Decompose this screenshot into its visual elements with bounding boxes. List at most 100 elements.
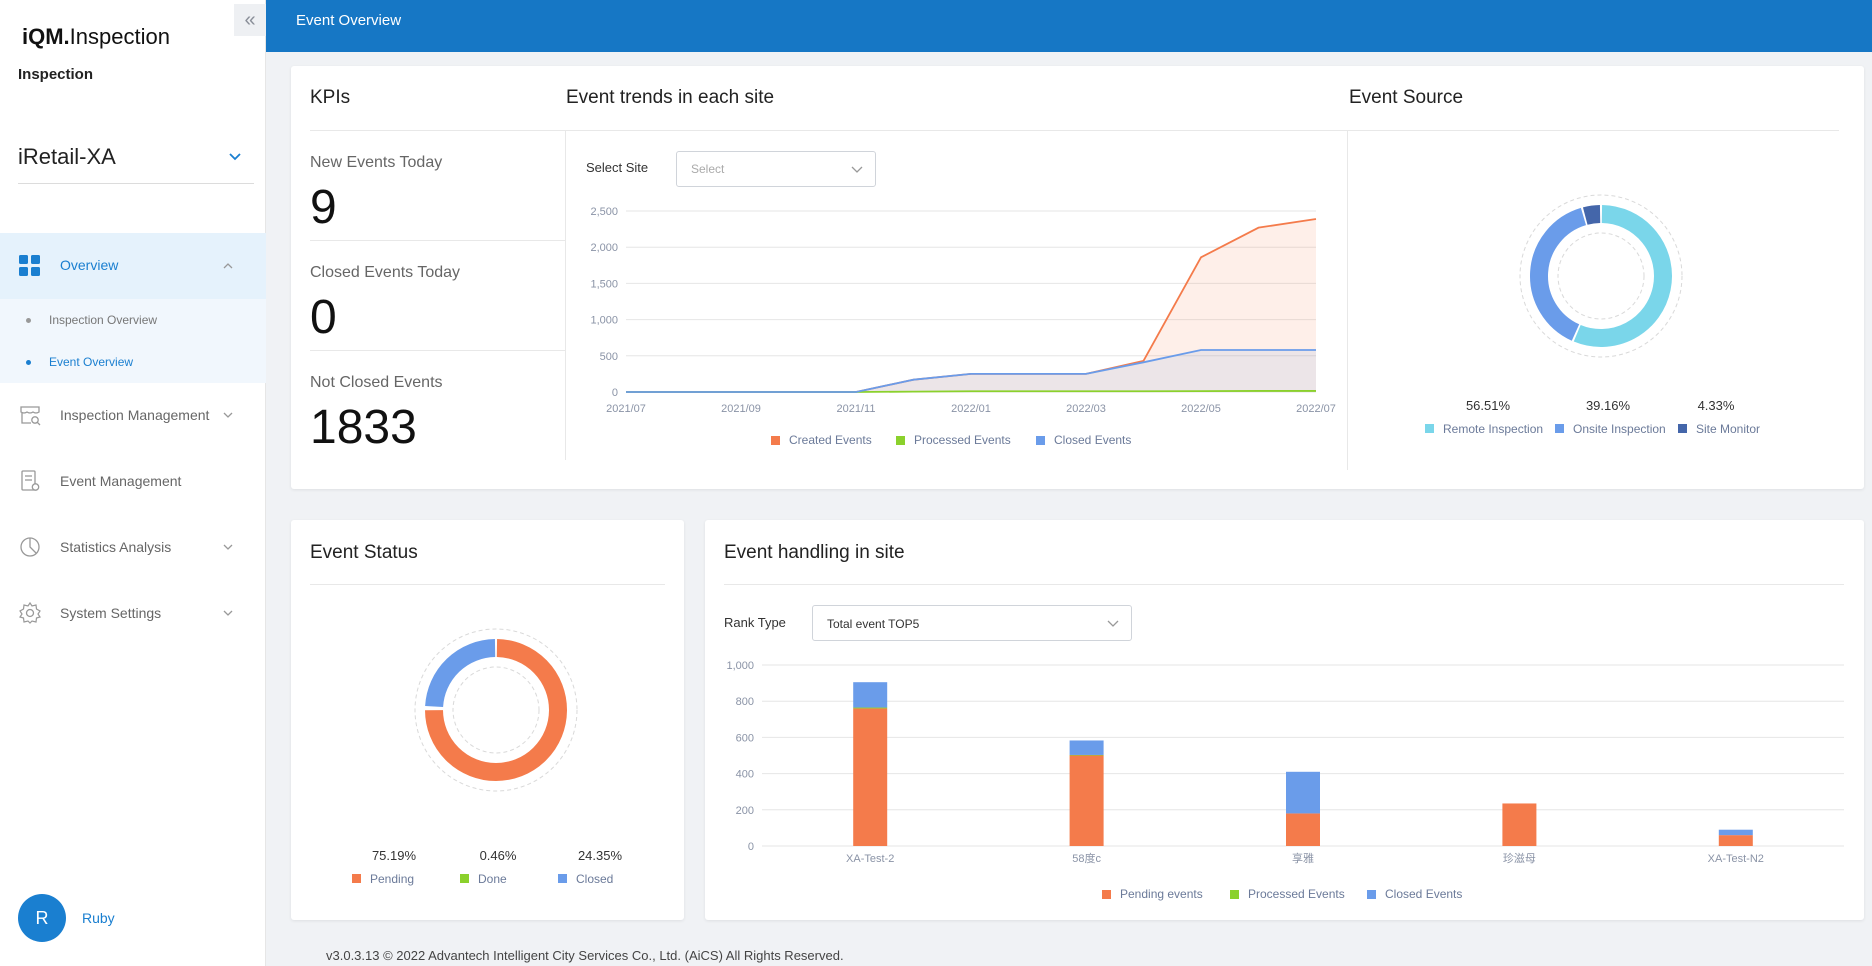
y-tick-label: 500 [600, 351, 618, 363]
divider [310, 350, 565, 351]
sidebar-subitem-event-overview[interactable]: Event Overview [0, 351, 266, 375]
sidebar: « iQM.Inspection Inspection iRetail-XA O… [0, 0, 266, 966]
app-subtitle: Inspection [18, 66, 94, 83]
bullet-icon [26, 318, 31, 323]
x-tick-label: XA-Test-N2 [1708, 853, 1764, 865]
legend-swatch [1367, 890, 1376, 899]
divider [565, 130, 566, 460]
legend-swatch [896, 436, 905, 445]
chevron-down-icon [229, 153, 241, 161]
bar-segment-pending-events [1069, 755, 1104, 846]
sidebar-item-label: Inspection Management [60, 407, 210, 423]
donut-inner-ring [452, 666, 540, 754]
legend-swatch [1555, 424, 1564, 433]
legend-swatch [771, 436, 780, 445]
legend-label: Done [478, 872, 507, 886]
percentage-label: 0.46% [480, 848, 517, 863]
legend-label: Pending events [1120, 887, 1203, 901]
legend-label: Closed [576, 872, 613, 886]
site-selector[interactable]: iRetail-XA [18, 140, 254, 184]
legend-swatch [1678, 424, 1687, 433]
overview-card [291, 66, 1864, 489]
legend-swatch [1425, 424, 1434, 433]
source-title: Event Source [1349, 87, 1464, 108]
legend-label: Closed Events [1054, 433, 1131, 447]
dashboard-grid-icon [19, 255, 40, 276]
trends-title: Event trends in each site [566, 87, 775, 108]
percentage-label: 39.16% [1586, 398, 1631, 413]
percentage-label: 4.33% [1698, 398, 1735, 413]
divider [1347, 130, 1839, 131]
y-tick-label: 0 [748, 841, 754, 853]
select-site-placeholder: Select [691, 162, 725, 176]
collapse-sidebar-button[interactable]: « [234, 4, 266, 36]
handling-title: Event handling in site [724, 542, 905, 563]
new-events-label: New Events Today [310, 154, 443, 171]
donut-outer-ring [1519, 194, 1683, 358]
series-line-closed-events [626, 349, 1316, 393]
series-area-closed-events [626, 350, 1316, 392]
y-tick-label: 2,000 [590, 242, 618, 254]
y-tick-label: 600 [736, 732, 754, 744]
bar-segment-pending-events [1718, 835, 1753, 846]
sidebar-item-system-settings[interactable]: System Settings [0, 593, 266, 633]
sidebar-item-label: System Settings [60, 605, 162, 621]
chevron-up-icon [223, 263, 233, 269]
inspection-store-icon [20, 406, 41, 426]
rank-type-label: Rank Type [724, 615, 786, 630]
y-tick-label: 400 [736, 769, 754, 781]
bullet-icon [26, 360, 31, 365]
closed-events-label: Closed Events Today [310, 264, 461, 281]
event-handling-chart: 0 200 400 600 800 1,000 XA-Test-2 58度c 享雅 珍滋母 XA-T… [726, 660, 1844, 901]
pie-chart-icon [20, 537, 40, 557]
bar-segment-closed-events [1286, 771, 1320, 814]
top-header: Event Overview [266, 0, 1872, 52]
source-slice [1582, 205, 1601, 225]
x-tick-label: 58度c [1072, 851, 1101, 865]
x-tick-label: 珍滋母 [1503, 852, 1536, 865]
legend-label: Processed Events [1248, 887, 1345, 901]
bar-segment-closed-events [853, 682, 888, 708]
avatar[interactable]: R [18, 894, 66, 942]
legend-label: Site Monitor [1696, 422, 1760, 436]
divider [310, 240, 565, 241]
sidebar-item-label: Event Management [60, 473, 182, 489]
sidebar-item-statistics-analysis[interactable]: Statistics Analysis [0, 527, 266, 567]
page-title: Event Overview [296, 12, 402, 29]
donut-inner-ring [1557, 232, 1645, 320]
percentage-label: 56.51% [1466, 398, 1511, 413]
legend-label: Onsite Inspection [1573, 422, 1666, 436]
series-area-created-events [626, 218, 1316, 392]
select-site-dropdown[interactable]: Select [676, 151, 876, 187]
rank-type-dropdown[interactable]: Total event TOP5 [812, 605, 1132, 641]
sidebar-item-inspection-management[interactable]: Inspection Management [0, 395, 266, 435]
rank-type-value: Total event TOP5 [827, 617, 920, 631]
sidebar-item-event-management[interactable]: Event Management [0, 461, 266, 501]
not-closed-events-label: Not Closed Events [310, 374, 443, 391]
legend-label: Pending [370, 872, 414, 886]
closed-events-value: 0 [310, 291, 337, 344]
sidebar-subitem-label: Event Overview [49, 355, 134, 369]
legend-label: Processed Events [914, 433, 1011, 447]
chevron-down-icon [223, 610, 233, 616]
divider [565, 130, 1347, 131]
not-closed-events-value: 1833 [310, 401, 417, 454]
legend-swatch [1102, 890, 1111, 899]
divider [1347, 130, 1348, 470]
app-logo: iQM.Inspection [22, 24, 170, 49]
x-tick-label: 2022/07 [1296, 403, 1336, 415]
y-tick-label: 0 [612, 387, 618, 399]
sidebar-subitem-inspection-overview[interactable]: Inspection Overview [0, 309, 266, 333]
footer-copyright: v3.0.3.13 © 2022 Advantech Intelligent C… [326, 948, 844, 963]
divider [310, 130, 565, 131]
legend-swatch [1036, 436, 1045, 445]
y-tick-label: 1,000 [726, 660, 754, 672]
user-name[interactable]: Ruby [82, 910, 115, 926]
y-tick-label: 1,000 [590, 315, 618, 327]
x-tick-label: XA-Test-2 [846, 853, 894, 865]
legend-label: Remote Inspection [1443, 422, 1543, 436]
chevron-down-icon [223, 412, 233, 418]
bar-segment-processed-events [1069, 754, 1104, 756]
chevron-down-icon [851, 166, 863, 173]
sidebar-item-overview[interactable]: Overview [0, 233, 266, 299]
